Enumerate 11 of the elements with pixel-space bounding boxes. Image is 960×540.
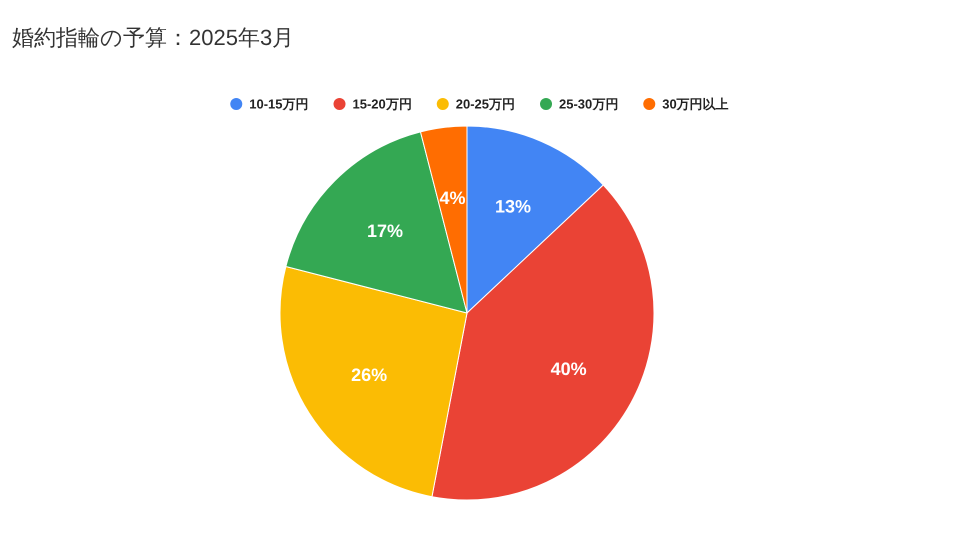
data-label: 40% [550, 358, 587, 379]
legend-label: 20-25万円 [456, 96, 516, 112]
legend-label: 10-15万円 [249, 96, 309, 112]
data-label: 13% [495, 196, 532, 217]
title: 婚約指輪の予算：2025年3月 [12, 25, 294, 50]
data-label: 17% [367, 221, 404, 242]
data-label: 26% [351, 365, 388, 386]
legend-label: 25-30万円 [559, 96, 618, 112]
data-label: 4% [439, 188, 466, 208]
legend-label: 15-20万円 [352, 96, 412, 112]
legend-label: 30万円以上 [662, 96, 729, 112]
